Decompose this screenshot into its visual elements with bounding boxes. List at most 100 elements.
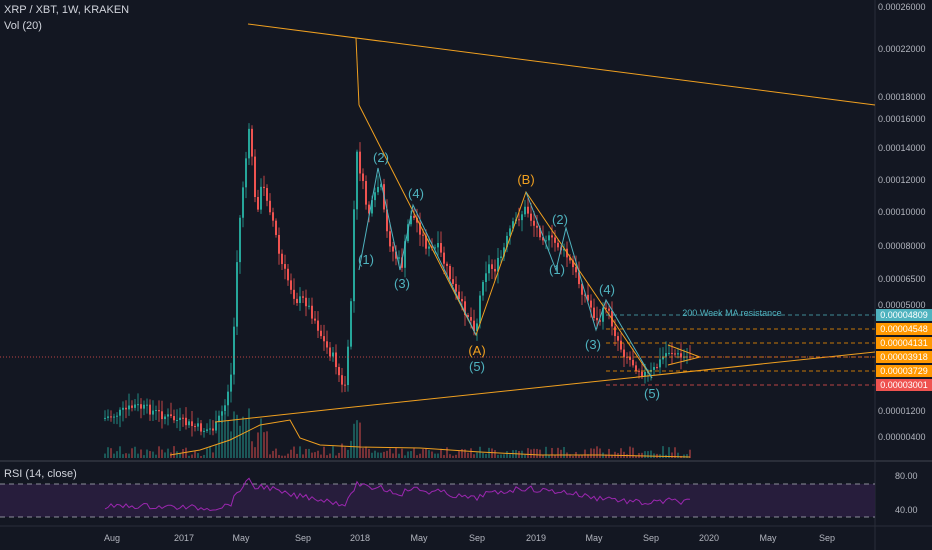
x-tick-label: 2019 (526, 533, 546, 543)
candle-body (422, 234, 424, 236)
volume-bar (266, 431, 268, 458)
volume-bar (464, 449, 466, 458)
rsi-label[interactable]: RSI (14, close) (4, 468, 77, 480)
x-tick-label: May (410, 533, 428, 543)
wave-label: (B) (517, 172, 534, 187)
candle-body (491, 264, 493, 269)
volume-bar (443, 455, 445, 458)
volume-bar (341, 443, 343, 458)
y-tick-label: 0.00010000 (878, 207, 926, 217)
candle-body (428, 246, 430, 249)
volume-bar (374, 450, 376, 458)
impulse-wave-2 (525, 191, 653, 379)
candle-body (266, 188, 268, 201)
volume-bar (467, 452, 469, 458)
volume-bar (116, 451, 118, 458)
volume-bar (485, 453, 487, 458)
candle-body (551, 235, 553, 238)
candle-body (350, 301, 352, 347)
volume-bar (545, 446, 547, 458)
x-tick-label: May (232, 533, 250, 543)
x-tick-label: May (759, 533, 777, 543)
symbol-title[interactable]: XRP / XBT, 1W, KRAKEN (4, 4, 130, 16)
volume-bar (242, 416, 244, 458)
volume-bar (209, 446, 211, 458)
volume-bar (671, 452, 673, 458)
volume-bar (608, 448, 610, 458)
volume-bar (455, 454, 457, 458)
wave-label: (1) (358, 252, 374, 267)
abc-wave-path (358, 104, 653, 379)
candle-body (596, 317, 598, 321)
volume-bar (668, 447, 670, 458)
candle-body (302, 296, 304, 298)
volume-bar (311, 452, 313, 458)
candle-body (641, 371, 643, 377)
volume-bar (122, 454, 124, 458)
candle-body (176, 420, 178, 422)
volume-bar (413, 448, 415, 458)
candle-body (389, 231, 391, 247)
candle-body (587, 294, 589, 301)
candle-body (323, 336, 325, 342)
candle-body (398, 257, 400, 259)
candle-body (470, 317, 472, 321)
volume-bar (152, 451, 154, 458)
volume-bar (284, 455, 286, 458)
volume-bar (623, 451, 625, 458)
candle-body (275, 220, 277, 235)
impulse-wave-1 (358, 167, 477, 336)
volume-bar (578, 454, 580, 458)
volume-bar (200, 455, 202, 458)
volume-bar (539, 449, 541, 458)
price-tag-bg (876, 365, 932, 377)
candle-body (578, 272, 580, 285)
y-tick-label: 0.00016000 (878, 114, 926, 124)
volume-bar (197, 453, 199, 458)
price-pane (0, 0, 875, 460)
y-tick-label: 0.00000400 (878, 432, 926, 442)
candle-body (590, 300, 592, 308)
volume-bar (371, 452, 373, 458)
candle-body (305, 297, 307, 307)
candle-body (509, 228, 511, 236)
volume-bar (395, 447, 397, 458)
candle-body (338, 367, 340, 376)
candle-body (137, 404, 139, 406)
candle-body (284, 264, 286, 269)
wave-label: (3) (585, 337, 601, 352)
volume-bar (389, 448, 391, 458)
candle-body (635, 365, 637, 371)
volume-bar (368, 448, 370, 458)
volume-bar (437, 453, 439, 458)
price-tag-low: 0.00003001 (880, 380, 928, 390)
candle-body (320, 330, 322, 337)
ma-resistance-label: 200 Week MA resistance (682, 308, 781, 318)
candle-body (584, 294, 586, 296)
candle-body (536, 225, 538, 228)
candle-body (182, 417, 184, 419)
volume-bar (647, 451, 649, 458)
price-tag-bg (876, 379, 932, 391)
rsi-line (104, 477, 691, 512)
volume-bar (590, 448, 592, 458)
wave-label: (4) (599, 282, 615, 297)
candle-body (287, 268, 289, 281)
candle-body (344, 384, 346, 386)
volume-bar (494, 450, 496, 458)
volume-label[interactable]: Vol (20) (4, 20, 42, 32)
candle-body (617, 336, 619, 341)
volume-bar (143, 455, 145, 458)
candle-body (233, 326, 235, 375)
volume-bar (686, 454, 688, 458)
candle-body (599, 320, 601, 322)
volume-bar (206, 448, 208, 458)
volume-bar (158, 446, 160, 458)
candle-body (518, 219, 520, 221)
volume-bar (383, 451, 385, 458)
candle-body (665, 353, 667, 357)
candle-body (482, 281, 484, 296)
wave-label: (2) (373, 150, 389, 165)
